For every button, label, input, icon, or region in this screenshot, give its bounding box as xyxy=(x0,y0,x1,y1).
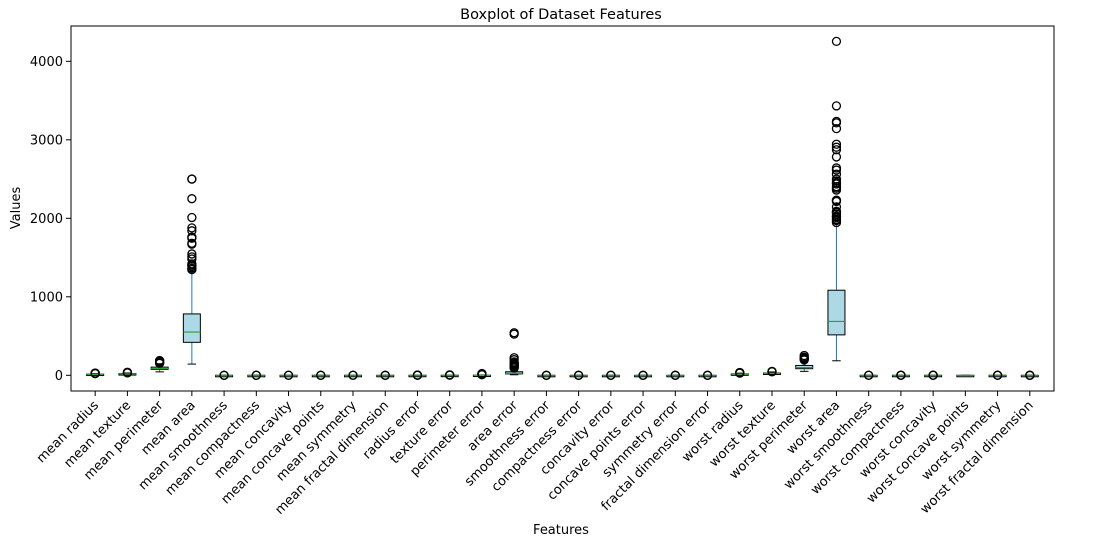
outlier-point xyxy=(187,252,197,262)
outlier-point xyxy=(187,238,197,248)
x-axis-label: Features xyxy=(533,523,589,538)
outlier-point xyxy=(251,370,261,380)
outlier-point xyxy=(187,249,197,259)
outlier-point xyxy=(896,370,906,380)
box-concave-points-error xyxy=(634,370,653,380)
y-tick-label: 4000 xyxy=(30,55,63,70)
y-tick-label: 2000 xyxy=(30,212,63,227)
outlier-point xyxy=(831,123,842,134)
box-area-error xyxy=(505,328,524,376)
outlier-point xyxy=(509,328,519,338)
outlier-point xyxy=(445,370,455,380)
box-fractal-dimension-error xyxy=(698,370,717,380)
box-mean-compactness xyxy=(247,370,266,380)
box-symmetry-error xyxy=(666,370,685,380)
box-mean-fractal-dimension xyxy=(376,370,395,380)
box-mean-texture xyxy=(118,367,137,378)
box-worst-smoothness xyxy=(859,370,878,380)
outlier-point xyxy=(831,145,842,155)
outlier-point xyxy=(831,152,842,162)
outlier-point xyxy=(992,370,1003,380)
outlier-point xyxy=(348,370,358,380)
outlier-point xyxy=(154,355,165,366)
outlier-point xyxy=(831,202,842,212)
outlier-point xyxy=(831,206,842,216)
outlier-point xyxy=(187,226,197,236)
y-tick-label: 3000 xyxy=(30,133,63,148)
outlier-point xyxy=(122,367,133,377)
outlier-point xyxy=(831,139,842,149)
box-worst-concavity xyxy=(924,370,943,380)
iqr-box xyxy=(827,289,846,336)
outlier-point xyxy=(864,370,874,380)
outlier-point xyxy=(831,101,842,111)
box-radius-error xyxy=(408,370,427,380)
box-mean-area xyxy=(182,174,201,365)
outlier-point xyxy=(380,370,390,380)
outlier-point xyxy=(702,370,713,380)
box-mean-smoothness xyxy=(215,370,234,380)
outlier-point xyxy=(283,370,294,380)
box-compactness-error xyxy=(569,370,588,380)
outlier-point xyxy=(831,163,842,173)
outlier-point xyxy=(799,350,809,361)
box-mean-concavity xyxy=(279,370,298,380)
outlier-point xyxy=(187,194,197,204)
outlier-point xyxy=(316,370,326,380)
chart-title: Boxplot of Dataset Features xyxy=(460,7,662,23)
outlier-point xyxy=(831,36,842,47)
box-smoothness-error xyxy=(537,370,556,380)
outlier-point xyxy=(831,169,842,179)
outlier-point xyxy=(928,370,938,380)
outlier-point xyxy=(735,367,745,378)
box-worst-compactness xyxy=(891,370,910,380)
outlier-point xyxy=(1025,370,1035,380)
y-tick-label: 0 xyxy=(55,369,63,384)
outlier-point xyxy=(187,259,197,269)
y-tick-label: 1000 xyxy=(30,290,63,305)
box-mean-radius xyxy=(86,368,105,379)
outlier-point xyxy=(831,116,842,127)
box-worst-perimeter xyxy=(795,350,814,372)
outlier-point xyxy=(187,232,197,242)
outlier-point xyxy=(767,366,777,377)
outlier-point xyxy=(477,368,487,379)
y-axis-label: Values xyxy=(9,187,24,230)
box-worst-concave-points xyxy=(956,374,975,378)
box-mean-concave-points xyxy=(311,370,330,380)
box-perimeter-error xyxy=(472,368,491,380)
outlier-point xyxy=(412,370,423,380)
outlier-point xyxy=(187,174,197,184)
outlier-point xyxy=(831,174,842,184)
box-worst-area xyxy=(827,36,846,362)
outlier-point xyxy=(573,370,584,380)
iqr-box xyxy=(182,313,201,343)
outlier-point xyxy=(187,223,197,233)
box-mean-symmetry xyxy=(344,370,363,380)
box-worst-radius xyxy=(730,367,749,378)
box-concavity-error xyxy=(601,370,620,380)
outlier-point xyxy=(509,353,519,363)
outlier-point xyxy=(606,370,616,380)
outlier-point xyxy=(90,368,100,378)
outlier-point xyxy=(831,195,842,205)
box-worst-texture xyxy=(762,366,781,377)
box-worst-symmetry xyxy=(988,370,1007,380)
box-mean-perimeter xyxy=(150,355,169,373)
outlier-point xyxy=(541,370,552,380)
outlier-point xyxy=(670,370,680,380)
outlier-point xyxy=(219,370,229,380)
box-texture-error xyxy=(440,370,459,380)
outlier-point xyxy=(638,370,648,380)
plot-frame xyxy=(70,25,1055,392)
box-worst-fractal-dimension xyxy=(1020,370,1039,380)
outlier-point xyxy=(831,142,842,152)
outlier-point xyxy=(187,212,197,223)
